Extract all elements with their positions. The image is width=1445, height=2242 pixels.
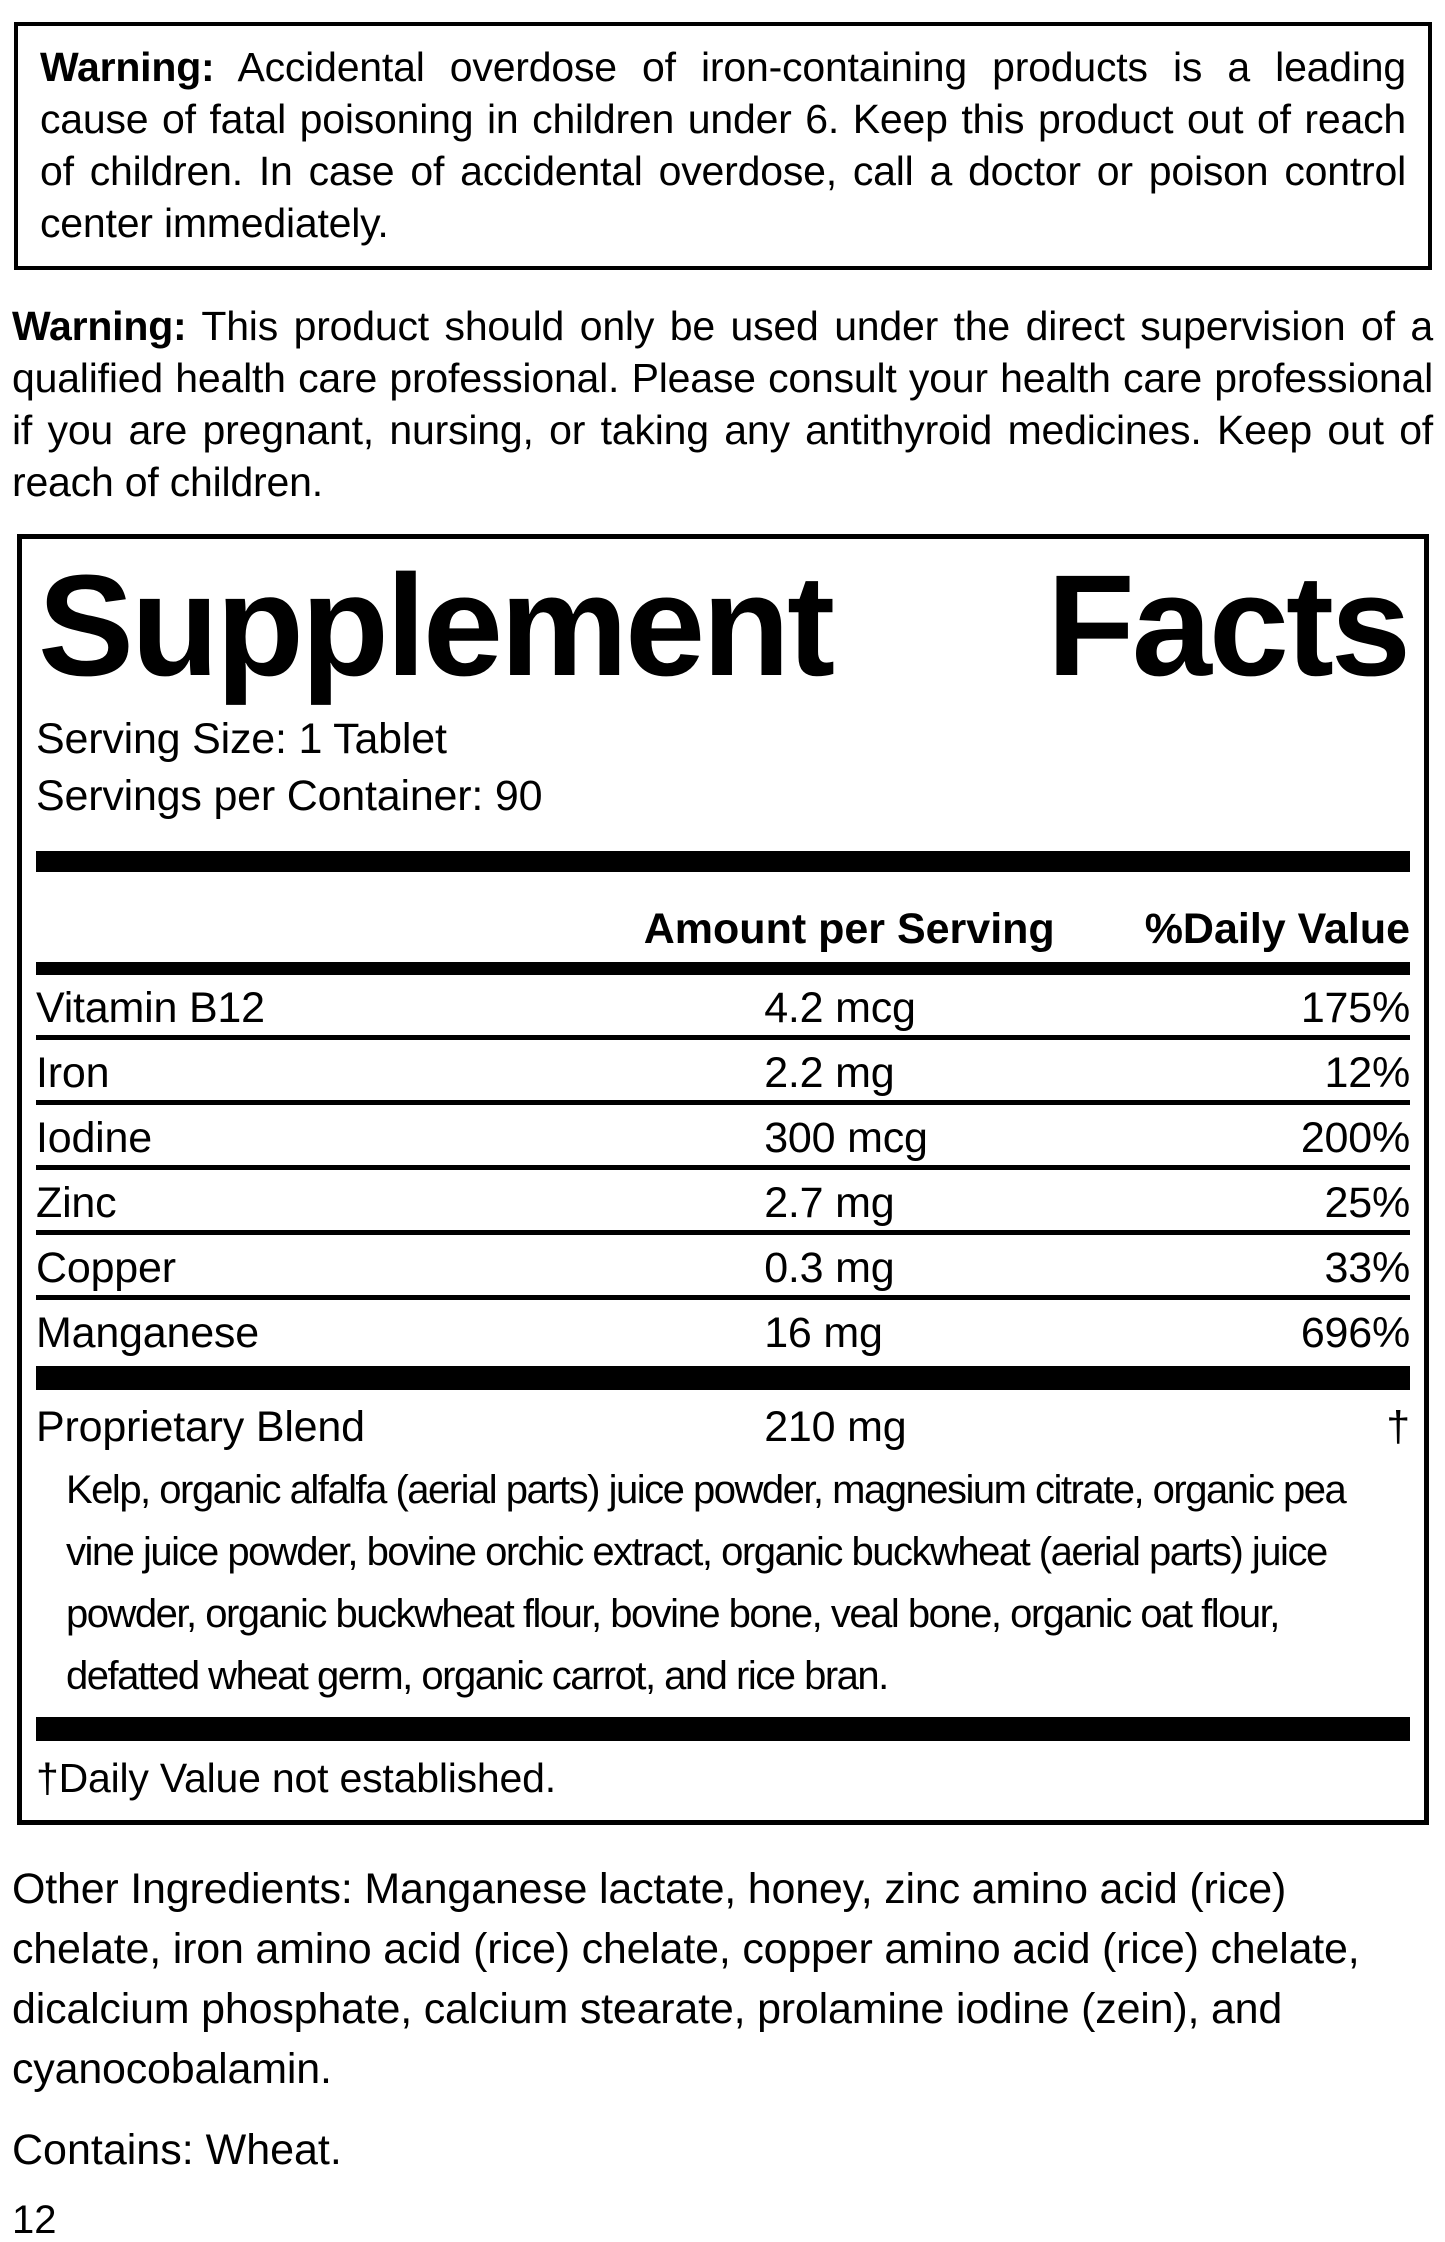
table-row-iodine: Iodine 300 mcg 200% xyxy=(36,1105,1410,1170)
column-header-daily-value: %Daily Value xyxy=(1144,905,1410,953)
nutrient-name: Zinc xyxy=(36,1179,117,1227)
supervision-warning-paragraph: Warning: This product should only be use… xyxy=(12,300,1433,508)
table-row-copper: Copper 0.3 mg 33% xyxy=(36,1235,1410,1300)
blend-name: Proprietary Blend xyxy=(36,1403,365,1451)
divider-thick-top xyxy=(36,851,1410,872)
nutrient-daily-value: 696% xyxy=(1300,1309,1410,1357)
nutrient-amount: 4.2 mcg xyxy=(764,984,916,1032)
supervision-warning-label: Warning: xyxy=(12,303,187,349)
table-row-zinc: Zinc 2.7 mg 25% xyxy=(36,1170,1410,1235)
divider-medium-header xyxy=(36,962,1410,975)
nutrient-daily-value: 12% xyxy=(1324,1049,1411,1097)
blend-description: Kelp, organic alfalfa (aerial parts) jui… xyxy=(66,1468,1347,1698)
iron-warning-box: Warning: Accidental overdose of iron-con… xyxy=(14,22,1432,270)
supplement-label-page: { "warning_box": { "label": "Warning:", … xyxy=(0,22,1445,2241)
iron-warning-text: Accidental overdose of iron-containing p… xyxy=(40,44,1406,246)
table-row-manganese: Manganese 16 mg 696% xyxy=(36,1300,1410,1362)
nutrient-daily-value: 33% xyxy=(1324,1244,1411,1292)
divider-thick-blend xyxy=(36,1366,1410,1390)
page-number: 12 xyxy=(12,2198,57,2242)
nutrient-name: Manganese xyxy=(36,1309,259,1357)
nutrient-amount: 16 mg xyxy=(764,1309,883,1357)
table-row-proprietary-blend: Proprietary Blend 210 mg † xyxy=(36,1390,1410,1449)
nutrient-name: Copper xyxy=(36,1244,176,1292)
supplement-facts-panel: Supplement Facts Serving Size: 1 Tablet … xyxy=(17,534,1429,1825)
panel-title: Supplement Facts xyxy=(38,545,1411,706)
nutrient-daily-value: 175% xyxy=(1300,984,1410,1032)
panel-title-word-facts: Facts xyxy=(1046,545,1411,706)
nutrient-daily-value: 25% xyxy=(1324,1179,1411,1227)
other-ingredients-paragraph: Other Ingredients: Manganese lactate, ho… xyxy=(12,1865,1360,2093)
column-header-amount: Amount per Serving xyxy=(643,905,1055,953)
nutrient-amount: 300 mcg xyxy=(764,1114,928,1162)
blend-amount: 210 mg xyxy=(764,1403,907,1451)
contains-statement: Contains: Wheat. xyxy=(12,2126,342,2174)
supervision-warning-section: Warning: This product should only be use… xyxy=(12,300,1433,508)
divider-thick-bottom xyxy=(36,1717,1410,1741)
servings-per-container: Servings per Container: 90 xyxy=(36,772,543,820)
nutrient-daily-value: 200% xyxy=(1300,1114,1410,1162)
blend-daily-value-dagger: † xyxy=(1386,1403,1410,1451)
supervision-warning-text: This product should only be used under t… xyxy=(12,303,1433,505)
nutrient-name: Vitamin B12 xyxy=(36,984,265,1032)
nutrient-amount: 2.2 mg xyxy=(764,1049,895,1097)
table-row-vitamin-b12: Vitamin B12 4.2 mcg 175% xyxy=(36,975,1410,1040)
nutrient-name: Iodine xyxy=(36,1114,152,1162)
nutrient-amount: 2.7 mg xyxy=(764,1179,895,1227)
table-header-row: Amount per Serving %Daily Value xyxy=(36,872,1410,962)
nutrient-amount: 0.3 mg xyxy=(764,1244,895,1292)
panel-title-word-supplement: Supplement xyxy=(38,545,835,706)
iron-warning-paragraph: Warning: Accidental overdose of iron-con… xyxy=(40,41,1406,249)
nutrient-name: Iron xyxy=(36,1049,110,1097)
table-row-iron: Iron 2.2 mg 12% xyxy=(36,1040,1410,1105)
iron-warning-label: Warning: xyxy=(40,44,215,90)
serving-size: Serving Size: 1 Tablet xyxy=(36,715,447,763)
daily-value-footnote: †Daily Value not established. xyxy=(36,1755,556,1801)
